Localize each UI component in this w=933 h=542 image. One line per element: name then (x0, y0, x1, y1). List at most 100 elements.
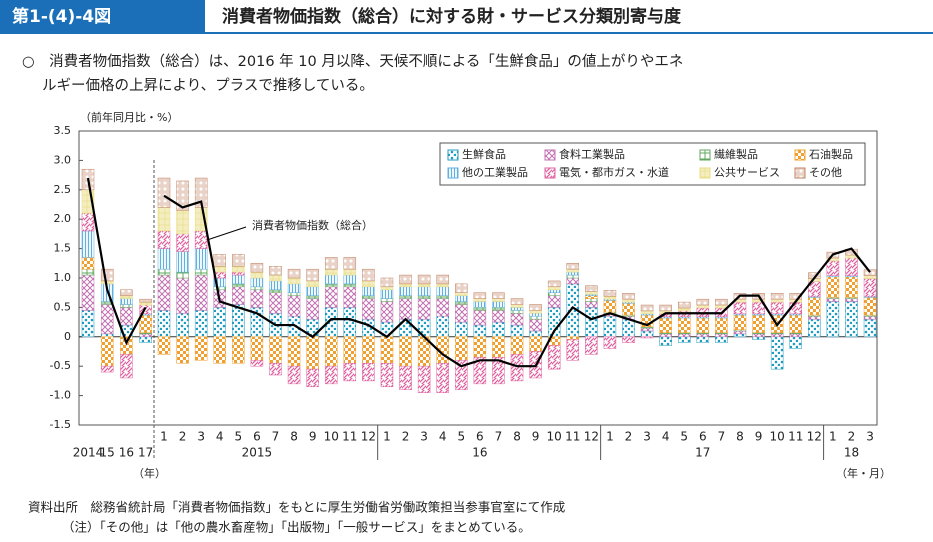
bar-segment (232, 283, 245, 288)
bar-segment (863, 275, 877, 279)
x-tick-label: 6 (699, 430, 707, 444)
footer-line: 資料出所 総務省統計局「消費者物価指数」をもとに厚生労働省労働政策担当参事官室に… (28, 500, 565, 515)
bar-segment (677, 301, 691, 309)
legend-swatch (699, 167, 711, 179)
bar-segment (640, 310, 654, 315)
x-tick-label: 4 (216, 430, 224, 444)
bar-segment (455, 321, 468, 338)
annotation: 消費者物価指数（総合） (252, 218, 373, 232)
bar-segment (213, 336, 226, 364)
x-tick-label: 6 (476, 430, 484, 444)
bar-segment (139, 314, 152, 333)
y-tick-label: 3.0 (54, 153, 72, 166)
bar-segment (81, 268, 95, 276)
bar-segment (603, 295, 617, 300)
bar-segment (510, 336, 524, 355)
bar-segment (120, 295, 133, 299)
bar-segment (399, 298, 412, 320)
bar-segment (659, 336, 672, 346)
bar-segment (81, 274, 95, 311)
bar-segment (120, 304, 133, 308)
bar-segment (640, 304, 654, 312)
bar-segment (492, 307, 505, 311)
bar-segment (399, 295, 412, 299)
bar-segment (733, 330, 747, 335)
cpi-line (163, 194, 871, 368)
bar-segment (380, 289, 394, 299)
bar-segment (139, 298, 152, 303)
bar-segment (510, 354, 524, 382)
bar-segment (176, 313, 189, 338)
bar-segment (157, 248, 171, 270)
bar-segment (194, 248, 208, 270)
bar-segment (715, 304, 728, 309)
bar-segment (808, 315, 821, 320)
bar-segment (826, 276, 840, 298)
y-tick-label: 0.5 (54, 300, 72, 313)
bar-segment (157, 274, 171, 311)
figure-no-bg (0, 0, 205, 32)
bar-segment (81, 310, 95, 338)
legend-label: 電気・都市ガス・水道 (559, 165, 669, 179)
bar-segment (194, 336, 208, 361)
x-tick-label: 1 (160, 430, 168, 444)
bar-segment (380, 286, 394, 291)
bar-segment (176, 336, 189, 364)
bar-segment (455, 295, 468, 302)
bar-segment (250, 289, 264, 308)
bar-segment (770, 333, 784, 338)
bar-segment (566, 336, 580, 340)
bar-segment (492, 357, 505, 385)
bar-segment (176, 210, 189, 235)
bar-segment (473, 298, 487, 302)
x-tick-label: 2 (625, 430, 633, 444)
bar-segment (529, 313, 542, 317)
bar-segment (547, 295, 561, 308)
bar-segment (696, 336, 710, 343)
summary-line: ルギー価格の上昇により、プラスで推移している。 (42, 77, 374, 94)
bar-segment (510, 304, 524, 308)
legend-label: 石油製品 (809, 147, 853, 161)
bar-segment (622, 318, 635, 338)
bar-segment (250, 286, 264, 291)
bar-segment (863, 315, 877, 320)
x-tick-label: 8 (290, 430, 298, 444)
bar-segment (566, 339, 580, 361)
bar-segment (380, 277, 394, 288)
summary-line: ○ 消費者物価指数（総合）は、2016 年 10 月以降、天候不順による「生鮮食… (22, 53, 683, 70)
legend-label: 他の工業製品 (462, 165, 528, 179)
bar-segment (529, 304, 542, 311)
bar-segment (770, 336, 784, 370)
x-tick-label: 5 (680, 430, 688, 444)
bar-segment (510, 324, 524, 338)
bar-segment (399, 286, 412, 296)
bar-segment (250, 263, 264, 273)
bar-segment (399, 274, 412, 285)
bar-segment (269, 289, 282, 293)
bar-segment (585, 285, 598, 292)
bar-segment (585, 298, 598, 302)
bar-segment (529, 330, 542, 338)
bar-segment (603, 290, 617, 297)
bar-segment (492, 336, 505, 358)
bar-segment (324, 257, 338, 270)
legend-swatch (794, 149, 806, 161)
bar-segment (120, 354, 133, 379)
bar-segment (473, 310, 487, 326)
bar-segment (120, 289, 133, 296)
x-year-label: 18 (844, 446, 859, 460)
legend-swatch (544, 149, 556, 161)
legend-swatch (447, 167, 459, 179)
bar-segment (417, 283, 431, 288)
x-tick-label: 4 (439, 430, 447, 444)
bar-segment (417, 274, 431, 285)
x-tick-label: 12 (807, 430, 822, 444)
bar-segment (473, 292, 487, 299)
bar-segment (566, 277, 580, 285)
x-tick-label: 1 (829, 430, 837, 444)
bar-segment (362, 295, 375, 299)
bar-segment (845, 301, 858, 338)
bar-segment (287, 268, 301, 279)
footer-line: （注）「その他」は「他の農水畜産物」「出版物」「一般サービス」をまとめている。 (62, 520, 531, 535)
